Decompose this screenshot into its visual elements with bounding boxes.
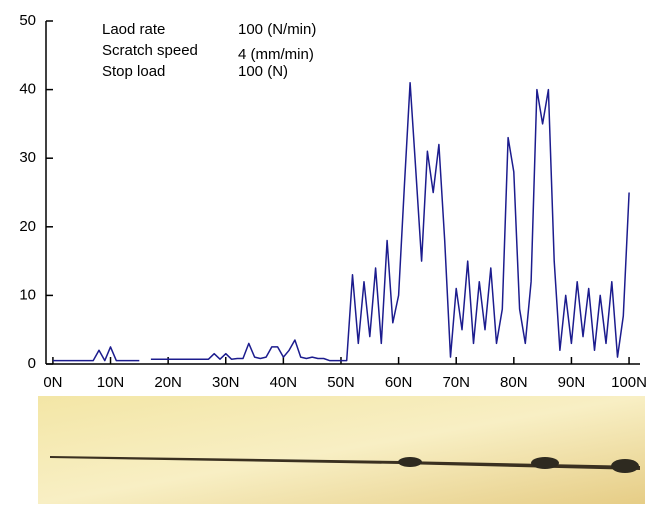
annotation-value: 100 (N/min): [238, 21, 316, 38]
x-tick-label: 0N: [43, 374, 62, 391]
x-tick-label: 60N: [385, 374, 413, 391]
annotation-value: 4 (mm/min): [238, 46, 314, 63]
x-tick-label: 70N: [442, 374, 470, 391]
scratch-photo: [38, 396, 645, 504]
y-tick-label: 10: [19, 286, 36, 303]
y-tick-label: 30: [19, 149, 36, 166]
x-tick-label: 100N: [611, 374, 647, 391]
annotation-name: Laod rate: [102, 21, 165, 38]
x-tick-label: 40N: [270, 374, 298, 391]
scratch-debris: [611, 459, 639, 473]
annotation-name: Stop load: [102, 63, 165, 80]
y-tick-label: 50: [19, 12, 36, 29]
y-tick-label: 40: [19, 81, 36, 98]
x-tick-label: 20N: [154, 374, 182, 391]
scratch-track: [50, 456, 640, 470]
x-tick-label: 10N: [97, 374, 125, 391]
y-tick-label: 0: [28, 355, 36, 372]
annotation-name: Scratch speed: [102, 42, 198, 59]
scratch-debris: [531, 457, 559, 469]
x-tick-label: 80N: [500, 374, 528, 391]
y-tick-label: 20: [19, 218, 36, 235]
scratch-debris: [398, 457, 422, 467]
annotation-value: 100 (N): [238, 63, 288, 80]
data-line: [52, 81, 630, 362]
x-tick-label: 90N: [558, 374, 586, 391]
x-tick-label: 30N: [212, 374, 240, 391]
x-tick-label: 50N: [327, 374, 355, 391]
